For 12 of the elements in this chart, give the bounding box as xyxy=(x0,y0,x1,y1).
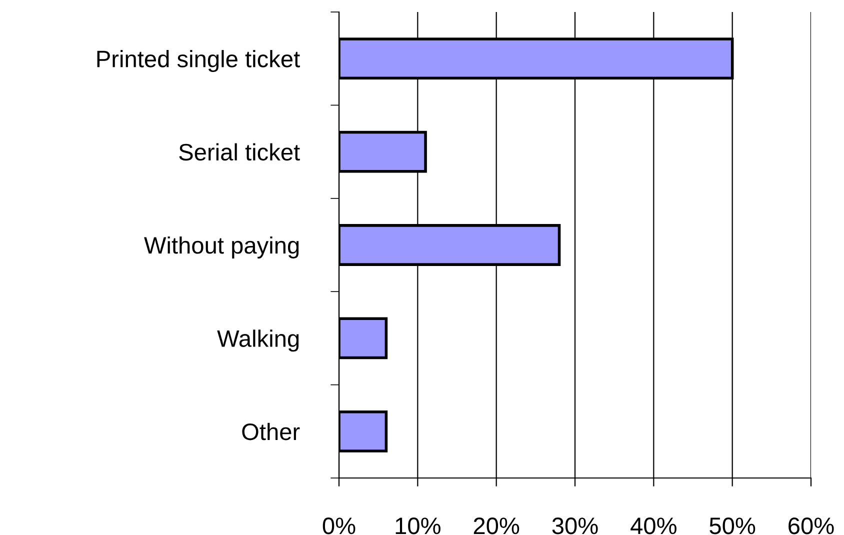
x-tick-label: 60% xyxy=(788,518,834,534)
y-tick-label: Serial ticket xyxy=(179,143,300,161)
y-tick-label: Walking xyxy=(217,330,299,352)
x-tick-label: 40% xyxy=(630,518,676,534)
x-tick-label: 0% xyxy=(322,518,356,534)
x-tick-label: 50% xyxy=(710,518,756,534)
x-tick-label: 10% xyxy=(396,518,440,534)
y-tick-label: Other xyxy=(242,422,300,440)
x-tick-label: 20% xyxy=(474,518,520,534)
y-tick-label: Printed single ticket xyxy=(97,50,300,72)
x-tick-label: 30% xyxy=(552,518,598,534)
y-tick-label: Without paying xyxy=(144,236,299,258)
